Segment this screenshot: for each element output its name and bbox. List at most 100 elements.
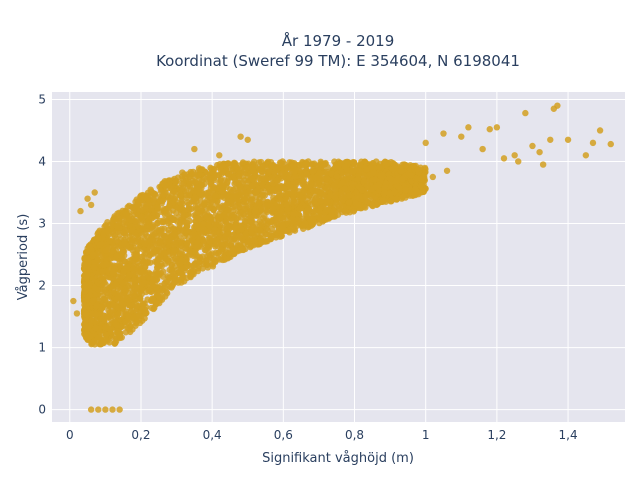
data-point — [77, 207, 84, 215]
data-point — [393, 195, 401, 203]
data-point — [244, 136, 251, 143]
data-point — [104, 267, 112, 275]
data-point — [515, 158, 522, 165]
data-point — [181, 232, 188, 240]
data-point — [333, 173, 341, 180]
data-point — [168, 267, 175, 274]
data-point — [282, 190, 289, 197]
data-point — [354, 175, 362, 183]
data-point — [129, 326, 136, 333]
data-point — [389, 159, 397, 167]
data-point — [283, 179, 291, 187]
data-point — [273, 200, 281, 207]
data-point — [84, 296, 91, 303]
data-point — [316, 169, 323, 176]
data-point — [225, 249, 232, 257]
data-point — [126, 233, 134, 241]
data-point — [105, 306, 112, 314]
data-point — [145, 287, 152, 294]
data-point — [289, 162, 297, 169]
data-point — [396, 185, 404, 192]
data-point — [362, 192, 369, 200]
data-point — [244, 164, 252, 171]
data-point — [119, 247, 127, 254]
data-point — [327, 213, 334, 221]
data-point — [251, 208, 259, 215]
data-point — [486, 126, 493, 133]
data-point — [323, 175, 331, 182]
data-point — [355, 167, 363, 174]
data-point — [235, 172, 243, 180]
data-point — [169, 225, 177, 233]
data-point — [200, 220, 207, 228]
data-point — [158, 262, 165, 270]
data-point — [241, 195, 249, 203]
data-point — [511, 152, 518, 159]
x-tick-label: 1,4 — [559, 428, 578, 442]
data-point — [312, 196, 319, 203]
data-point — [317, 189, 324, 196]
data-point — [239, 246, 247, 253]
data-point — [117, 262, 124, 269]
data-point — [133, 196, 141, 203]
data-point — [120, 267, 128, 275]
data-point — [361, 172, 368, 180]
data-point — [171, 246, 178, 253]
data-point — [352, 199, 359, 207]
data-point — [268, 162, 275, 170]
data-point — [363, 166, 370, 173]
data-point — [203, 243, 210, 251]
data-point — [166, 208, 173, 216]
data-point — [607, 140, 614, 148]
data-point — [493, 124, 501, 131]
data-point — [208, 255, 216, 262]
data-point — [91, 341, 98, 348]
data-point — [148, 304, 155, 312]
data-point — [164, 273, 171, 280]
data-point — [235, 203, 243, 211]
data-point — [315, 213, 322, 221]
data-point — [311, 160, 318, 167]
data-point — [258, 168, 266, 175]
data-point — [165, 282, 173, 290]
data-point — [114, 222, 121, 230]
data-point — [381, 189, 389, 196]
data-point — [348, 180, 356, 188]
data-point — [249, 223, 256, 230]
data-point — [177, 219, 184, 226]
data-point — [140, 246, 147, 254]
data-point — [120, 301, 127, 309]
data-point — [122, 218, 129, 226]
data-point — [291, 168, 298, 175]
data-point — [326, 192, 334, 200]
data-point — [177, 204, 184, 212]
data-point — [93, 311, 100, 318]
data-point — [100, 312, 107, 320]
data-point — [244, 174, 252, 182]
data-point — [212, 249, 220, 257]
data-point — [163, 290, 171, 297]
data-point — [412, 185, 419, 193]
data-point — [191, 194, 199, 201]
data-point — [307, 181, 314, 189]
data-point — [309, 167, 316, 175]
data-point — [120, 229, 128, 236]
data-point — [380, 197, 388, 205]
data-point — [363, 182, 371, 190]
data-point — [162, 255, 169, 262]
data-point — [255, 174, 263, 182]
data-point — [99, 268, 106, 275]
data-point — [189, 168, 197, 176]
data-point — [130, 207, 138, 215]
data-point — [582, 152, 590, 159]
data-point — [443, 167, 451, 174]
data-point — [270, 194, 277, 201]
data-point — [110, 301, 117, 309]
data-point — [186, 206, 193, 213]
data-point — [237, 133, 244, 140]
data-point — [284, 205, 291, 213]
data-point — [300, 161, 308, 169]
data-point — [108, 283, 115, 291]
data-point — [399, 175, 406, 183]
data-point — [283, 201, 290, 208]
